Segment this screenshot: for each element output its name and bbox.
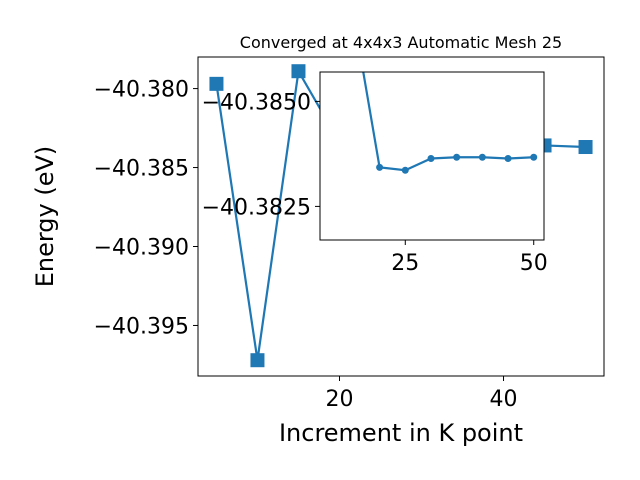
marker	[578, 140, 593, 155]
y-tick-label: −40.385	[94, 157, 189, 182]
axes-frame	[197, 56, 605, 377]
x-tick-label: 25	[391, 251, 419, 276]
marker	[401, 166, 409, 174]
x-axis-label: Increment in K point	[279, 419, 523, 447]
marker	[291, 64, 306, 79]
marker	[453, 153, 461, 161]
x-tick-label: 20	[325, 387, 353, 412]
marker	[250, 353, 265, 368]
chart-title: Converged at 4x4x3 Automatic Mesh 25	[240, 33, 562, 52]
x-tick-label: 40	[490, 387, 518, 412]
marker	[504, 155, 512, 163]
y-tick-label: −40.380	[94, 78, 189, 103]
marker	[478, 153, 486, 161]
marker	[209, 76, 224, 91]
y-axis-label: Energy (eV)	[31, 146, 59, 288]
line	[362, 72, 534, 172]
x-tick-label: 50	[520, 251, 548, 276]
series	[362, 72, 538, 174]
marker	[376, 163, 384, 171]
y-tick-label: −40.390	[94, 236, 189, 261]
marker	[427, 155, 435, 163]
marker	[530, 153, 538, 161]
axes-frame	[319, 71, 545, 241]
y-tick-label: −40.3825	[202, 195, 311, 220]
y-tick-label: −40.395	[94, 314, 189, 339]
y-tick-label: −40.3850	[202, 90, 311, 115]
